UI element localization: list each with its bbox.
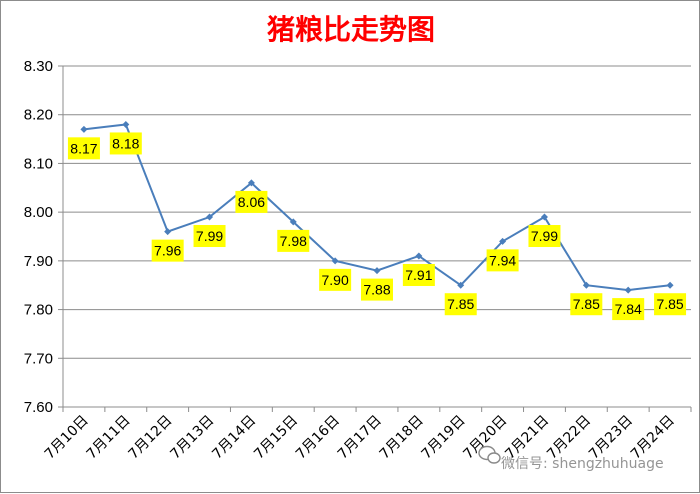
data-label-box	[444, 293, 477, 316]
y-tick-label: 7.60	[24, 399, 53, 416]
data-label: 7.84	[615, 301, 642, 317]
x-tick-label: 7月10日	[42, 413, 92, 463]
y-tick-label: 8.10	[24, 155, 53, 172]
data-label: 7.85	[447, 296, 474, 312]
data-point	[331, 257, 339, 265]
data-labels: 8.17 8.18 7.96 7.99 8.06 7.98 7.90 7.88 7.91 7.85…	[67, 132, 687, 321]
data-label-box	[528, 225, 561, 248]
data-point	[80, 125, 88, 133]
data-label: 7.91	[405, 267, 432, 283]
data-point	[289, 218, 297, 226]
data-point	[666, 281, 674, 289]
data-label: 7.85	[656, 296, 683, 312]
data-point	[540, 213, 548, 221]
x-tick-label: 7月16日	[293, 413, 343, 463]
data-label-box	[67, 137, 100, 160]
x-tick-label: 7月14日	[209, 413, 259, 463]
x-axis-ticks: 7月10日7月11日7月12日7月13日7月14日7月15日7月16日7月17日…	[42, 407, 692, 463]
x-tick-label: 7月13日	[167, 413, 217, 463]
data-label: 7.94	[489, 252, 516, 268]
data-label-box	[151, 239, 184, 262]
wechat-icon	[478, 445, 501, 464]
data-label-box	[612, 298, 645, 321]
data-point	[499, 237, 507, 245]
data-point	[624, 286, 632, 294]
x-tick-label: 7月15日	[251, 413, 301, 463]
x-tick-label: 7月19日	[419, 413, 469, 463]
data-point	[164, 228, 172, 236]
data-point	[457, 281, 465, 289]
data-point	[206, 213, 214, 221]
data-label: 7.85	[573, 296, 600, 312]
y-tick-label: 7.70	[24, 350, 53, 367]
data-point	[582, 281, 590, 289]
data-point	[415, 252, 423, 260]
data-label-box	[235, 190, 268, 213]
series-line	[80, 120, 674, 294]
data-label-box	[402, 263, 435, 286]
x-tick-label: 7月18日	[377, 413, 427, 463]
data-label-box	[570, 293, 603, 316]
y-tick-label: 7.80	[24, 302, 53, 319]
y-tick-label: 8.00	[24, 204, 53, 221]
data-label-box	[486, 249, 519, 272]
data-label-box	[193, 225, 226, 248]
data-label: 7.99	[531, 228, 558, 244]
axes	[62, 66, 691, 408]
watermark: 微信号: shengzhuhuage	[478, 445, 664, 472]
y-tick-label: 8.30	[24, 58, 53, 75]
data-label: 8.17	[70, 140, 97, 156]
data-label-box	[654, 293, 687, 316]
x-tick-label: 7月11日	[84, 413, 134, 463]
y-tick-label: 8.20	[24, 107, 53, 124]
x-tick-label: 7月17日	[335, 413, 385, 463]
data-label-box	[361, 278, 393, 301]
y-axis-ticks: 7.60 7.70 7.80 7.90 8.00 8.10 8.20 8.30	[24, 58, 63, 416]
x-tick-label: 7月12日	[125, 413, 175, 463]
data-label-box	[319, 268, 352, 291]
watermark-text: 微信号: shengzhuhuage	[501, 456, 664, 472]
series-line-path	[83, 123, 671, 292]
data-label: 7.99	[196, 228, 223, 244]
chart-title: 猪粮比走势图	[267, 13, 435, 46]
data-label: 7.98	[280, 233, 307, 249]
y-tick-label: 7.90	[24, 253, 53, 270]
data-point	[122, 120, 130, 128]
data-label: 8.18	[112, 135, 139, 151]
data-label: 7.96	[154, 243, 181, 259]
data-label: 7.88	[363, 282, 390, 298]
data-point	[373, 267, 381, 275]
data-label: 8.06	[238, 194, 265, 210]
data-point	[247, 179, 255, 187]
data-label-box	[109, 132, 142, 155]
data-label: 7.90	[322, 272, 349, 288]
data-label-box	[277, 229, 310, 252]
